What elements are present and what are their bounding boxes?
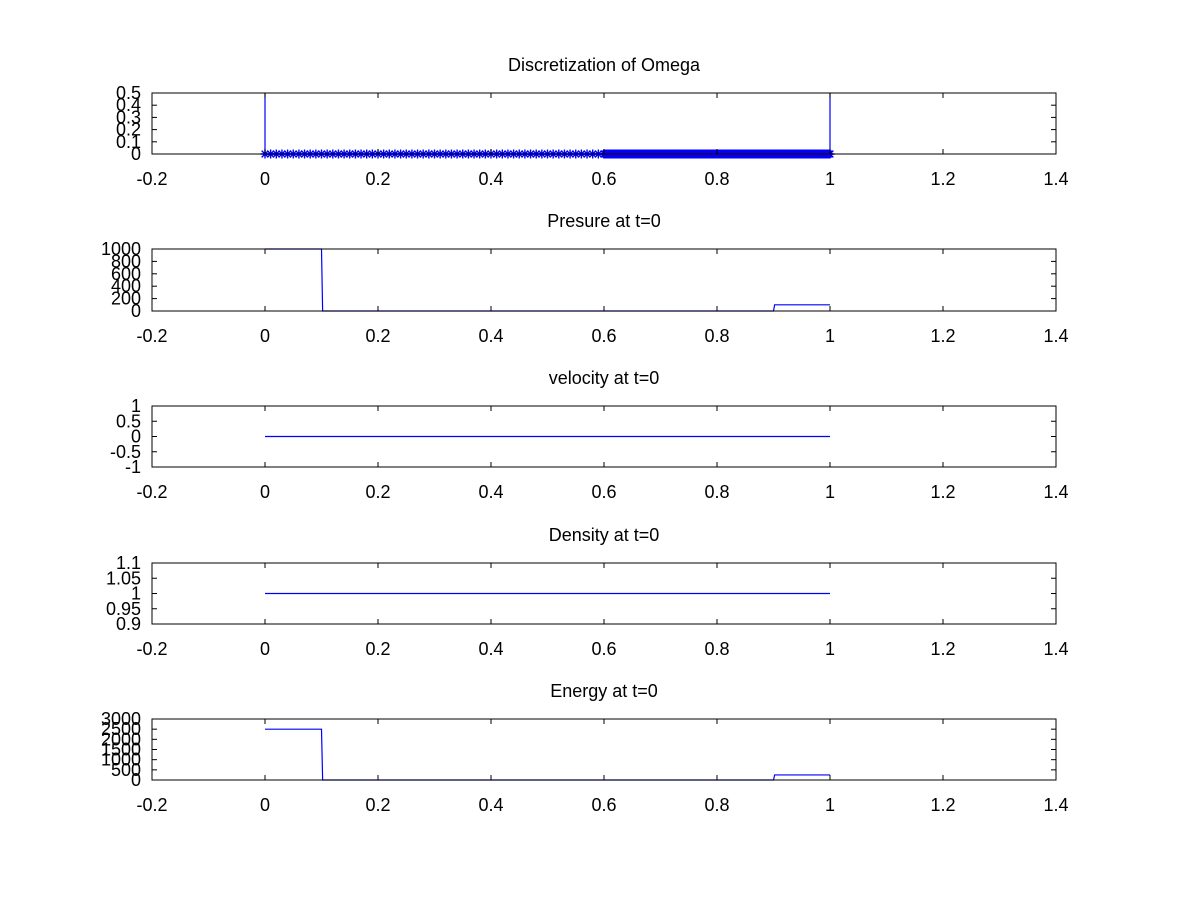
y-tick-label: 1 (131, 396, 141, 416)
x-tick-label: 0.8 (704, 639, 729, 659)
x-tick-label: 1.4 (1043, 482, 1068, 502)
x-tick-label: 1.2 (930, 326, 955, 346)
y-tick-label: 0.2 (116, 120, 141, 140)
y-tick-label: 0.9 (116, 614, 141, 634)
x-tick-label: 1.2 (930, 482, 955, 502)
chart-title: Presure at t=0 (547, 211, 661, 231)
y-tick-label: 800 (111, 251, 141, 271)
y-tick-label: 2000 (101, 729, 141, 749)
x-tick-label: 0.6 (591, 326, 616, 346)
x-tick-label: 1.4 (1043, 326, 1068, 346)
y-tick-label: 0.3 (116, 107, 141, 127)
x-tick-label: 0.6 (591, 639, 616, 659)
x-tick-label: 0 (260, 326, 270, 346)
x-tick-label: 0.8 (704, 169, 729, 189)
x-tick-label: 0.2 (365, 639, 390, 659)
x-tick-label: 0.2 (365, 169, 390, 189)
chart-title: Density at t=0 (549, 525, 660, 545)
x-tick-label: 1 (825, 169, 835, 189)
x-tick-label: 1 (825, 482, 835, 502)
x-tick-label: 0.6 (591, 482, 616, 502)
x-tick-label: 0.6 (591, 795, 616, 815)
x-tick-label: 0.8 (704, 326, 729, 346)
y-tick-label: 0 (131, 301, 141, 321)
y-tick-label: 1000 (101, 239, 141, 259)
subplot-4: Density at t=0 -0.2 0 0.2 0.4 0.6 0.8 1 1.2 1.4 0.… (106, 525, 1069, 659)
x-tick-label: 0.2 (365, 482, 390, 502)
x-tick-label: 0 (260, 795, 270, 815)
y-tick-label: 2500 (101, 719, 141, 739)
y-tick-label: 1500 (101, 740, 141, 760)
y-tick-label: 0.1 (116, 132, 141, 152)
x-tick-label: 0.4 (478, 482, 503, 502)
x-tick-label: 0 (260, 639, 270, 659)
y-tick-label: 1 (131, 584, 141, 604)
x-tick-label: 1.2 (930, 639, 955, 659)
y-tick-label: 0.5 (116, 411, 141, 431)
chart-title: velocity at t=0 (549, 368, 660, 388)
x-tick-label: 0.6 (591, 169, 616, 189)
x-tick-label: 0.2 (365, 795, 390, 815)
x-tick-label: -0.2 (136, 169, 167, 189)
x-tick-label: 1.4 (1043, 795, 1068, 815)
y-tick-label: -0.5 (110, 442, 141, 462)
subplot-5: Energy at t=0-0.2 0 0.2 0.4 0.6 0.8 1 1.2 1.4050… (101, 681, 1069, 815)
x-tick-label: 0.4 (478, 169, 503, 189)
y-tick-label: 400 (111, 276, 141, 296)
y-tick-label: 1000 (101, 750, 141, 770)
y-tick-label: 1.1 (116, 553, 141, 573)
y-tick-label: 1.05 (106, 568, 141, 588)
chart-title: Discretization of Omega (508, 55, 701, 75)
subplot-3: velocity at t=0 -0.2 0 0.2 0.4 0.6 0.8 1 1.2 1.4 -… (110, 368, 1069, 502)
chart-title: Energy at t=0 (550, 681, 658, 701)
x-tick-label: 1.2 (930, 169, 955, 189)
x-tick-label: 0 (260, 169, 270, 189)
y-tick-label: 500 (111, 760, 141, 780)
y-tick-label: 0 (131, 144, 141, 164)
y-tick-label: 0.95 (106, 599, 141, 619)
x-tick-label: 0.8 (704, 795, 729, 815)
y-tick-label: 200 (111, 289, 141, 309)
subplot-1: Discretization of Omega -0.2 0 0.2 0.4 0.6 0.8… (116, 55, 1069, 189)
x-tick-label: -0.2 (136, 795, 167, 815)
x-tick-label: -0.2 (136, 482, 167, 502)
y-tick-label: 0 (131, 427, 141, 447)
x-tick-label: 0.4 (478, 639, 503, 659)
y-tick-label: -1 (125, 457, 141, 477)
x-tick-label: 1 (825, 795, 835, 815)
x-tick-label: 1 (825, 326, 835, 346)
x-tick-label: 1.2 (930, 795, 955, 815)
x-tick-label: 0.8 (704, 482, 729, 502)
y-tick-label: 0.5 (116, 83, 141, 103)
x-tick-label: 1 (825, 639, 835, 659)
subplot-2: Presure at t=0-0.2 0 0.2 0.4 0.6 0.8 1 1.2 1.402… (101, 211, 1069, 346)
x-tick-label: 0.4 (478, 795, 503, 815)
x-tick-label: 0.2 (365, 326, 390, 346)
x-tick-label: 1.4 (1043, 169, 1068, 189)
y-tick-label: 0.4 (116, 95, 141, 115)
y-tick-label: 600 (111, 264, 141, 284)
x-tick-label: 1.4 (1043, 639, 1068, 659)
y-tick-label: 0 (131, 770, 141, 790)
y-tick-label: 3000 (101, 709, 141, 729)
x-tick-label: -0.2 (136, 326, 167, 346)
x-tick-label: -0.2 (136, 639, 167, 659)
x-tick-label: 0 (260, 482, 270, 502)
x-tick-label: 0.4 (478, 326, 503, 346)
